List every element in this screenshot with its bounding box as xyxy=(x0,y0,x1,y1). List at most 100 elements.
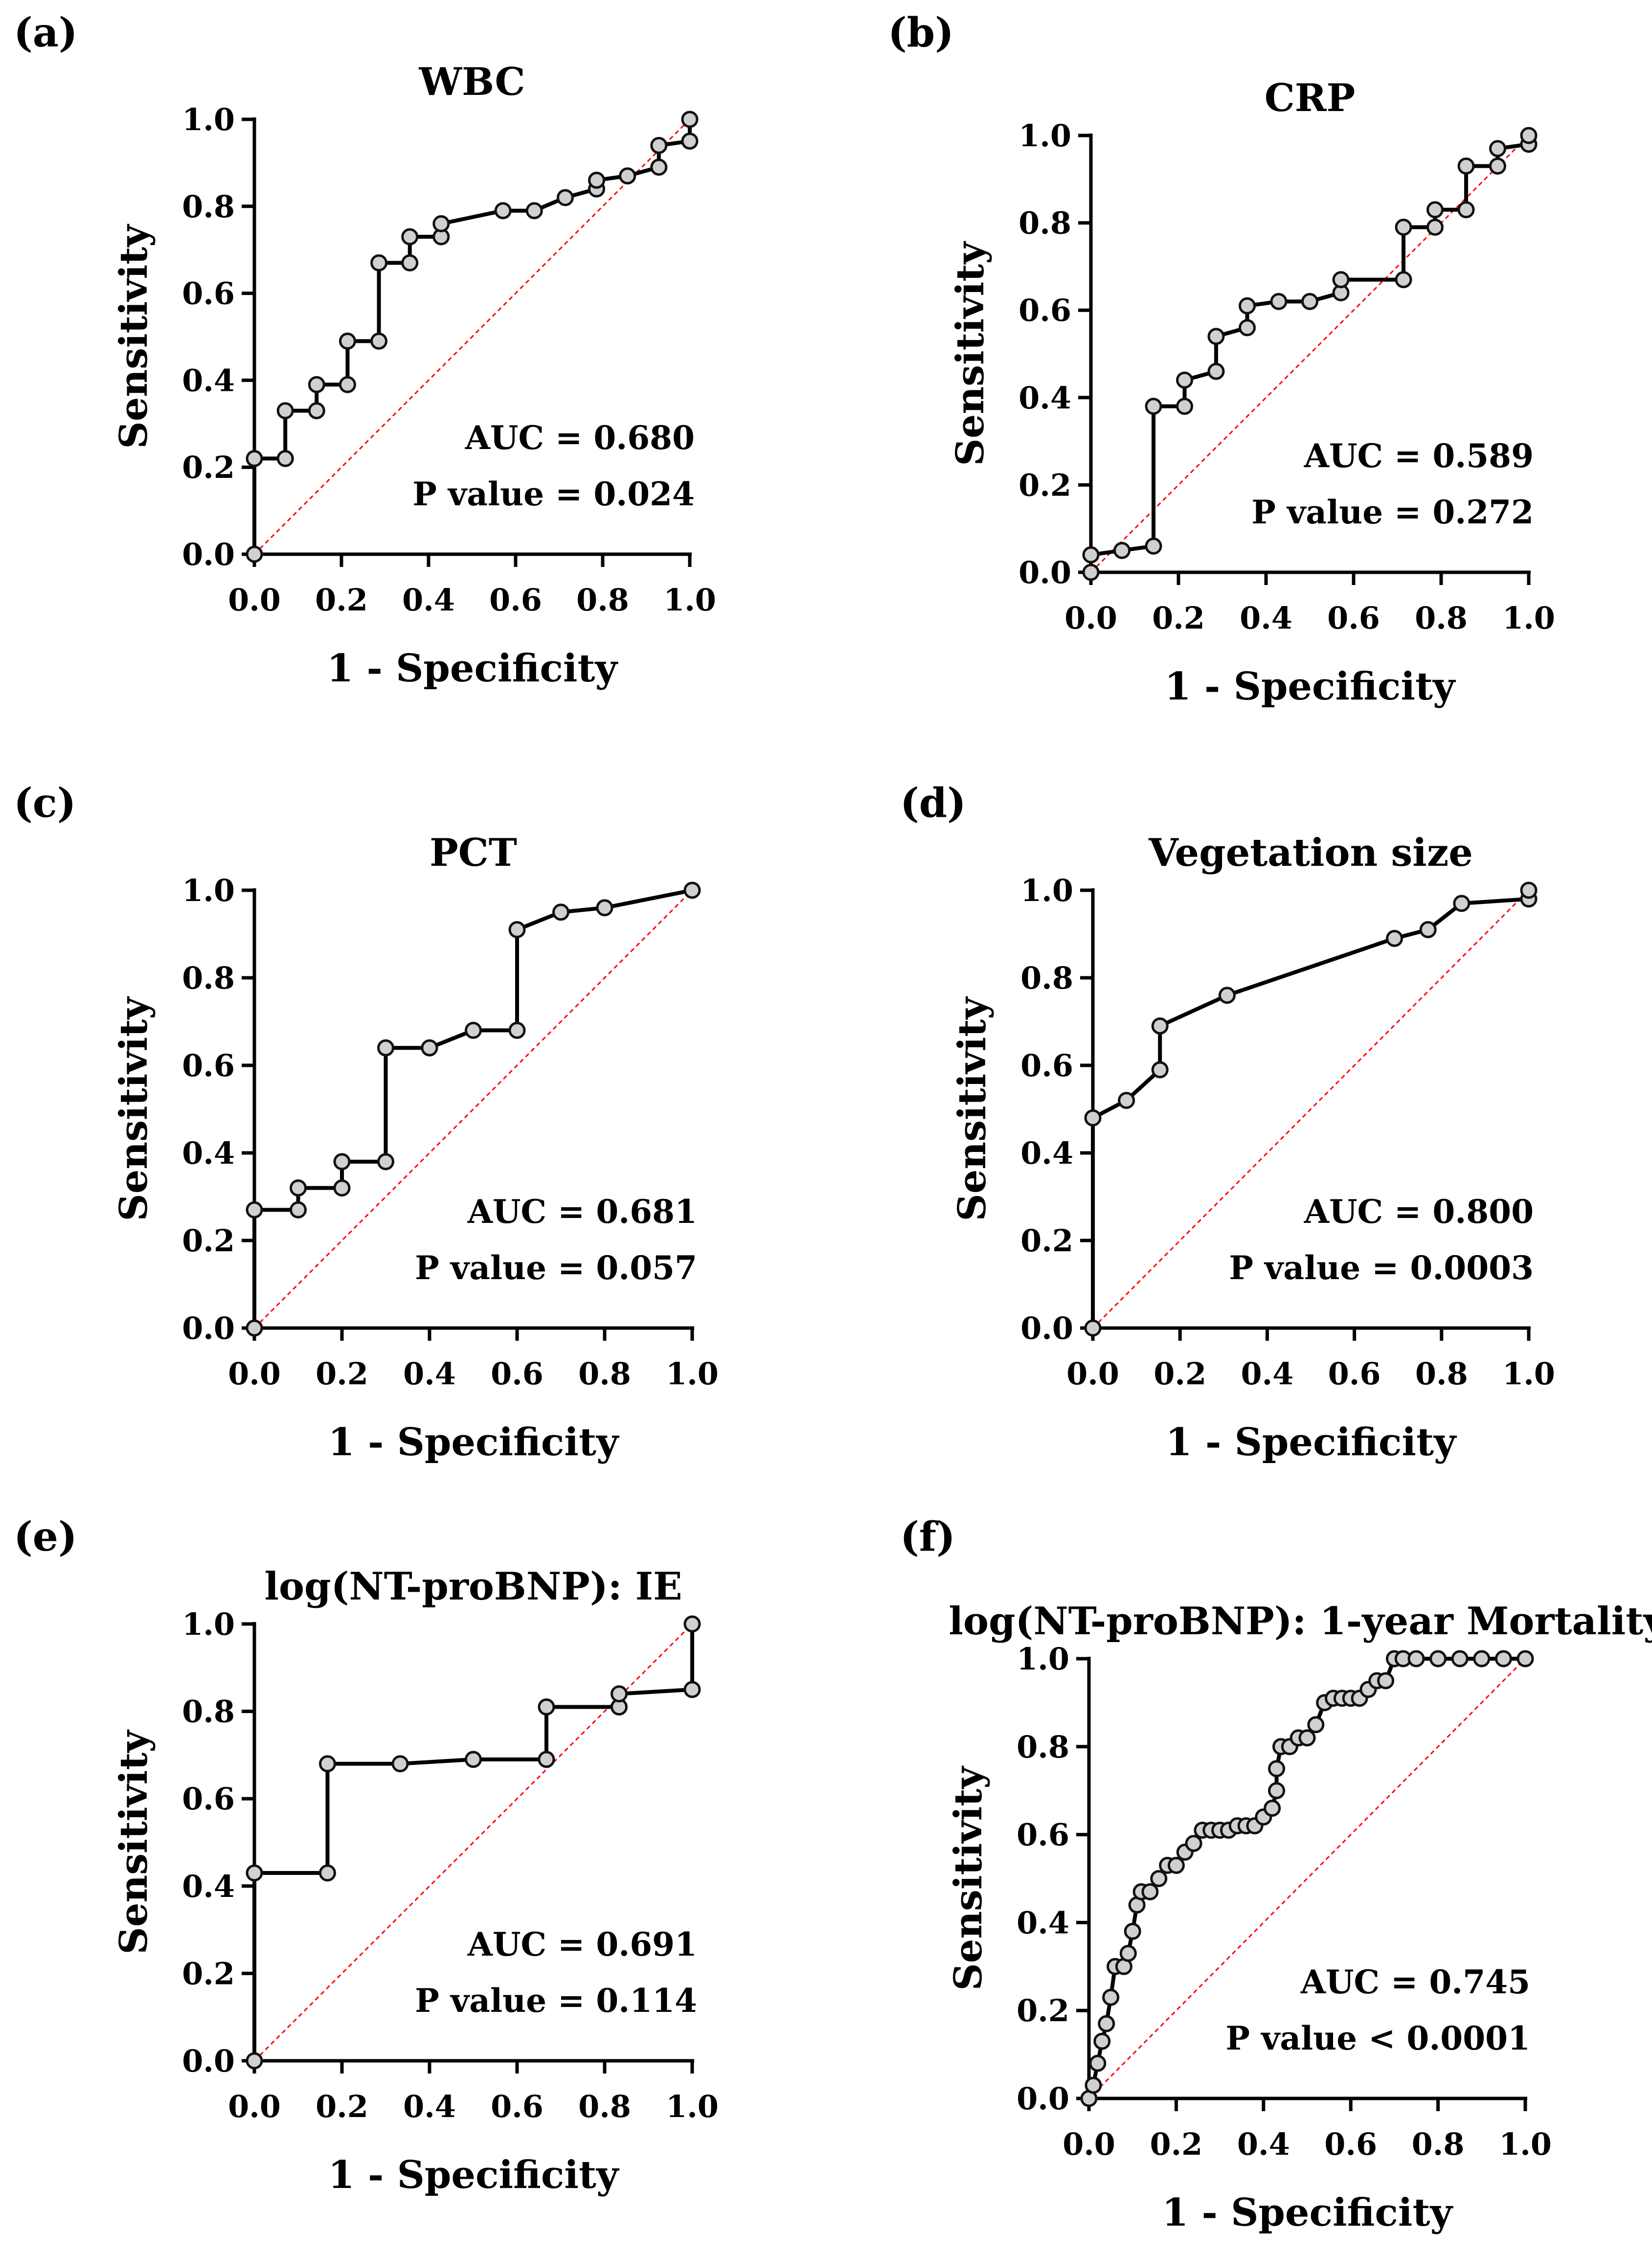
x-axis-title: 1 - Specificity xyxy=(328,1420,620,1465)
x-tick-label: 0.0 xyxy=(228,2089,281,2124)
chart-title: Vegetation size xyxy=(1148,831,1473,875)
y-tick-label: 0.4 xyxy=(182,362,235,398)
roc-point xyxy=(1270,293,1288,310)
reference-diagonal xyxy=(253,1623,693,2062)
y-tick-label: 0.6 xyxy=(1020,1048,1073,1083)
x-tick-label: 0.2 xyxy=(315,582,368,618)
roc-point xyxy=(246,545,263,563)
roc-point xyxy=(508,1021,526,1039)
roc-point xyxy=(1239,297,1256,315)
y-tick-label: 0.4 xyxy=(1020,1135,1073,1171)
roc-point xyxy=(494,202,512,220)
panel-label: (e) xyxy=(14,1513,77,1560)
roc-point xyxy=(465,1751,482,1768)
roc-point xyxy=(1239,319,1256,337)
y-tick-label: 0.4 xyxy=(182,1135,235,1171)
x-tick-label: 1.0 xyxy=(666,2089,719,2124)
roc-point xyxy=(556,189,574,206)
roc-point xyxy=(1145,537,1162,555)
y-tick-label: 0.2 xyxy=(1018,467,1071,503)
roc-point xyxy=(308,376,325,393)
roc-point xyxy=(1426,219,1444,236)
y-axis-title: Sensitivity xyxy=(950,996,995,1221)
roc-point xyxy=(681,111,699,128)
y-tick-label: 0.0 xyxy=(182,1310,235,1346)
x-tick-label: 0.4 xyxy=(403,1356,456,1392)
roc-point xyxy=(1218,987,1236,1004)
roc-point xyxy=(1268,1782,1286,1800)
roc-point xyxy=(1176,398,1194,415)
x-tick-label: 0.4 xyxy=(402,582,455,618)
roc-point xyxy=(377,1039,394,1057)
roc-point xyxy=(1494,1650,1512,1668)
y-tick-label: 1.0 xyxy=(1020,873,1073,908)
y-tick-label: 0.6 xyxy=(182,1048,235,1083)
chart-title: PCT xyxy=(430,831,517,875)
panel-label: (c) xyxy=(14,780,76,827)
roc-point xyxy=(377,1153,394,1171)
y-tick-label: 0.2 xyxy=(182,1956,235,1991)
x-axis-title: 1 - Specificity xyxy=(1166,1420,1457,1465)
p-value-annotation: P value < 0.0001 xyxy=(1225,2019,1530,2057)
roc-point xyxy=(1489,158,1506,175)
roc-point xyxy=(1451,1650,1469,1668)
y-axis-title: Sensitivity xyxy=(948,241,993,466)
roc-point xyxy=(508,921,526,939)
roc-point xyxy=(1473,1650,1491,1668)
roc-point xyxy=(681,132,699,150)
roc-point xyxy=(290,1179,307,1197)
x-tick-label: 0.2 xyxy=(316,1356,368,1392)
roc-point xyxy=(1457,158,1475,175)
y-axis-title: Sensitivity xyxy=(112,224,156,449)
roc-panel-b: (b) CRP 0.0 0.2 0.4 0.6 0.8 1.0 0.0 0.2 0.4 0.6 0.8 1… xyxy=(888,9,1555,709)
roc-point xyxy=(1395,219,1412,236)
x-axis-title: 1 - Specificity xyxy=(327,646,618,691)
y-tick-label: 0.4 xyxy=(1017,1905,1069,1940)
y-tick-label: 0.6 xyxy=(1018,293,1071,328)
reference-diagonal xyxy=(1088,1658,1526,2099)
roc-point xyxy=(1185,1835,1202,1852)
y-tick-label: 0.2 xyxy=(1020,1223,1073,1259)
roc-point xyxy=(465,1021,482,1039)
roc-point xyxy=(318,1755,336,1773)
roc-point xyxy=(1457,201,1475,219)
x-axis-title: 1 - Specificity xyxy=(1165,664,1456,709)
y-tick-label: 0.0 xyxy=(182,2043,235,2079)
roc-point xyxy=(1089,2054,1107,2072)
roc-point xyxy=(588,171,606,189)
roc-panel-e: (e) log(NT-proBNP): IE 0.0 0.2 0.4 0.6 0.8 1.0 0… xyxy=(14,1513,719,2197)
roc-point xyxy=(1093,2032,1111,2050)
roc-point xyxy=(1176,371,1194,389)
roc-point xyxy=(1301,293,1318,310)
p-value-annotation: P value = 0.057 xyxy=(415,1249,697,1287)
roc-point xyxy=(1520,881,1538,899)
auc-annotation: AUC = 0.680 xyxy=(465,419,695,457)
roc-point xyxy=(391,1755,409,1773)
y-tick-label: 0.8 xyxy=(1017,1729,1069,1765)
roc-point xyxy=(1516,1650,1534,1668)
roc-point xyxy=(1419,921,1437,939)
roc-point xyxy=(1386,929,1403,947)
y-tick-label: 0.6 xyxy=(182,1781,235,1817)
x-tick-label: 0.6 xyxy=(1327,600,1380,636)
roc-curve xyxy=(252,1624,694,2061)
reference-diagonal xyxy=(253,118,691,555)
x-tick-label: 0.6 xyxy=(491,2089,543,2124)
x-tick-label: 0.0 xyxy=(228,582,281,618)
x-tick-label: 0.4 xyxy=(403,2089,456,2124)
x-axis-title: 1 - Specificity xyxy=(328,2153,620,2197)
panel-label: (b) xyxy=(888,9,954,56)
roc-point xyxy=(1264,1800,1281,1817)
roc-point xyxy=(1082,546,1100,564)
y-tick-label: 1.0 xyxy=(1018,118,1071,154)
roc-point xyxy=(339,376,356,393)
p-value-annotation: P value = 0.114 xyxy=(415,1982,697,2020)
roc-panel-d: (d) Vegetation size 0.0 0.2 0.4 0.6 0.8 1.0 0.0 0… xyxy=(900,780,1555,1465)
roc-point xyxy=(611,1685,628,1703)
roc-point xyxy=(1085,2076,1102,2094)
x-tick-label: 0.8 xyxy=(576,582,629,618)
roc-panel-c: (c) PCT 0.0 0.2 0.4 0.6 0.8 1.0 0.0 0.2 0.4 0.6 0.8 1… xyxy=(14,780,719,1465)
x-tick-label: 0.8 xyxy=(1415,600,1468,636)
roc-point xyxy=(246,450,263,467)
roc-point xyxy=(538,1751,555,1768)
